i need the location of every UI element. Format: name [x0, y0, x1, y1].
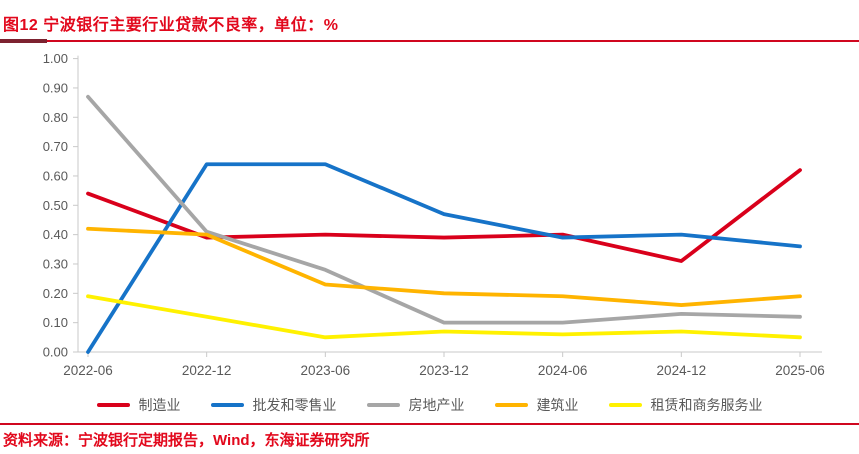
legend-item-2: 房地产业 [366, 395, 465, 415]
x-tick-label: 2024-06 [538, 363, 588, 378]
legend-label: 制造业 [138, 397, 181, 413]
y-tick-label: 0.70 [43, 139, 68, 154]
y-tick-label: 0.60 [43, 168, 68, 183]
x-tick-label: 2023-06 [301, 363, 351, 378]
footer-divider [0, 423, 859, 425]
chart-title: 图12 宁波银行主要行业贷款不良率，单位：% [3, 17, 339, 34]
legend-item-3: 建筑业 [494, 395, 579, 415]
title-divider-accent [0, 39, 47, 43]
y-tick-label: 0.10 [43, 315, 68, 330]
source-note: 资料来源：宁波银行定期报告，Wind，东海证券研究所 [3, 432, 370, 449]
chart-line-0 [86, 168, 802, 263]
legend-swatch [608, 403, 642, 407]
y-tick-label: 0.20 [43, 286, 68, 301]
x-tick-label: 2024-12 [657, 363, 707, 378]
chart-canvas: 0.00 0.10 0.20 0.30 0.40 0.50 0.60 0.70 0.80 0.90… [43, 51, 825, 378]
chart-line-3 [86, 226, 802, 307]
chart-line-1 [86, 162, 802, 354]
y-tick-label: 0.90 [43, 80, 68, 95]
y-tick-label: 0.00 [43, 345, 68, 360]
legend-swatch [96, 403, 130, 407]
legend-label: 批发和零售业 [252, 397, 337, 413]
legend-label: 租赁和商务服务业 [650, 397, 763, 413]
x-tick-label: 2022-06 [63, 363, 113, 378]
x-tick-label: 2022-12 [182, 363, 232, 378]
legend-swatch [494, 403, 528, 407]
legend-swatch [366, 403, 400, 407]
chart-line-2 [86, 94, 802, 325]
legend-swatch [210, 403, 244, 407]
chart-legend: 制造业 批发和零售业 房地产业 建筑业 租赁和商务服务业 [0, 394, 859, 416]
y-tick-label: 0.80 [43, 110, 68, 125]
y-tick-label: 0.30 [43, 256, 68, 271]
legend-label: 建筑业 [536, 397, 579, 413]
title-divider [0, 40, 859, 42]
y-tick-label: 0.50 [43, 198, 68, 213]
y-tick-label: 1.00 [43, 51, 68, 66]
chart-line-4 [86, 294, 802, 340]
x-tick-label: 2025-06 [775, 363, 825, 378]
line-chart: 0.00 0.10 0.20 0.30 0.40 0.50 0.60 0.70 0.80 0.90… [0, 48, 859, 388]
x-tick-label: 2023-12 [419, 363, 469, 378]
y-tick-label: 0.40 [43, 227, 68, 242]
legend-item-4: 租赁和商务服务业 [608, 395, 763, 415]
legend-item-1: 批发和零售业 [210, 395, 337, 415]
legend-label: 房地产业 [408, 397, 465, 413]
legend-item-0: 制造业 [96, 395, 181, 415]
